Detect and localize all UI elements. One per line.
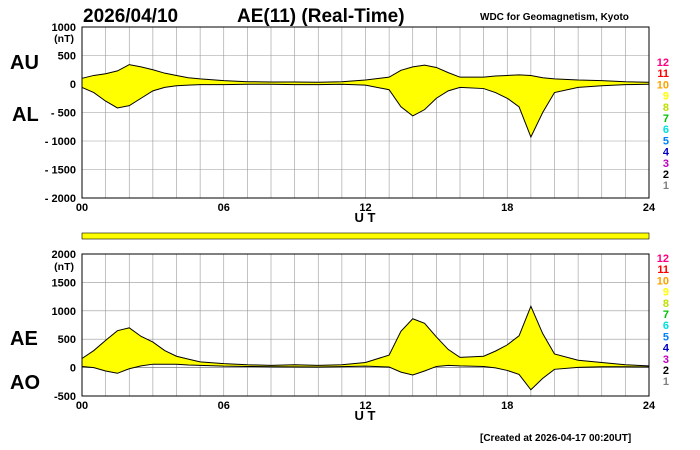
- ae-ao-y-unit: (nT): [54, 261, 74, 273]
- ae-ao-y-tick-label: 1500: [52, 277, 76, 289]
- ae-side-label: AE: [10, 328, 38, 350]
- au-al-y-tick-label: - 1000: [45, 136, 76, 148]
- au-al-x-tick-label: 00: [76, 202, 88, 214]
- station-legend-label: 4: [663, 343, 670, 355]
- ae-ao-y-tick-label: 2000: [52, 249, 76, 261]
- au-al-grid: [82, 27, 649, 198]
- station-legend-label: 8: [663, 102, 669, 114]
- au-al-y-tick-label: 0: [70, 79, 76, 91]
- station-legend-label: 1: [663, 376, 669, 388]
- station-legend-label: 7: [663, 113, 669, 125]
- au-al-y-tick-label: 500: [58, 51, 76, 63]
- ae-ao-y-ticks: 2000 1500 1000 500 0 -500: [52, 249, 76, 403]
- ae-ao-band-fill: [82, 306, 649, 390]
- au-al-panel: 1000 500 0 - 500 - 1000 - 1500 - 2000 00 06 12 18…: [45, 22, 656, 225]
- station-legend-label: 12: [657, 253, 669, 265]
- station-legend-label: 2: [663, 169, 669, 181]
- au-al-band-fill: [82, 64, 649, 138]
- au-series-line: [81, 64, 650, 83]
- station-legend-label: 2: [663, 365, 669, 377]
- ae-ao-panel: 2000 1500 1000 500 0 -500 00 06 12 18 24 (nT) U T: [52, 249, 656, 423]
- ae-ao-x-tick-label: 12: [359, 400, 371, 412]
- au-al-y-unit: (nT): [54, 33, 74, 45]
- station-legend-label: 3: [663, 354, 669, 366]
- station-legend-label: 6: [663, 320, 669, 332]
- ae-ao-y-tick-label: 1000: [52, 306, 76, 318]
- ae-ao-x-tick-label: 06: [218, 400, 230, 412]
- station-legend-label: 12: [657, 57, 669, 69]
- station-legend-label: 5: [663, 331, 669, 343]
- au-al-x-tick-label: 12: [359, 202, 371, 214]
- au-al-plot-frame: [81, 26, 650, 199]
- created-timestamp: [Created at 2026-04-17 00:20UT]: [480, 433, 632, 444]
- ae-ao-x-tick-label: 18: [501, 400, 513, 412]
- station-legend-label: 6: [663, 124, 669, 136]
- station-legend-label: 10: [657, 275, 669, 287]
- ae-ao-x-label: U T: [355, 408, 376, 423]
- ae-ao-plot-frame: [81, 253, 650, 397]
- station-legend-label: 11: [657, 264, 669, 276]
- station-legend-label: 9: [663, 287, 669, 299]
- ae-ao-y-tick-label: 500: [58, 334, 76, 346]
- ae-ao-x-ticks: 00 06 12 18 24: [76, 400, 656, 412]
- au-al-y-tick-label: - 1500: [45, 165, 76, 177]
- au-al-x-tick-label: 18: [501, 202, 513, 214]
- au-al-y-tick-label: - 500: [51, 108, 76, 120]
- au-al-x-tick-label: 24: [643, 202, 656, 214]
- ae-ao-x-tick-label: 00: [76, 400, 88, 412]
- station-legend-label: 3: [663, 158, 669, 170]
- al-series-line: [81, 83, 650, 139]
- ae-ao-marks: [81, 304, 650, 391]
- au-al-y-ticks: 1000 500 0 - 500 - 1000 - 1500 - 2000: [45, 22, 76, 205]
- station-legend-label: 5: [663, 135, 669, 147]
- ae-ao-grid: [82, 254, 649, 396]
- ae-ao-y-tick-label: -500: [54, 391, 76, 403]
- station-coverage-bar: [81, 232, 650, 240]
- au-al-marks: [81, 64, 650, 139]
- au-al-x-ticks: 00 06 12 18 24: [76, 202, 656, 214]
- ae-ao-y-tick-label: 0: [70, 363, 76, 375]
- ae-ao-x-tick-label: 24: [643, 400, 656, 412]
- station-legend-label: 11: [657, 68, 669, 80]
- station-legend-label: 4: [663, 147, 670, 159]
- au-al-x-label: U T: [355, 210, 376, 225]
- station-legend-label: 10: [657, 79, 669, 91]
- au-al-y-tick-label: 1000: [52, 22, 76, 34]
- au-al-y-tick-label: - 2000: [45, 193, 76, 205]
- al-side-label: AL: [12, 104, 39, 126]
- station-legend-label: 8: [663, 298, 669, 310]
- station-legend-label: 1: [663, 180, 669, 192]
- station-legend-label: 9: [663, 91, 669, 103]
- au-al-x-tick-label: 06: [218, 202, 230, 214]
- ae-series-line: [81, 304, 650, 367]
- ao-side-label: AO: [10, 372, 40, 394]
- source-label: WDC for Geomagnetism, Kyoto: [480, 12, 629, 23]
- chart-date: 2026/04/10: [83, 6, 179, 27]
- chart-title: AE(11) (Real-Time): [237, 6, 405, 27]
- au-side-label: AU: [10, 52, 39, 74]
- ao-series-line: [81, 363, 650, 391]
- station-legend-label: 7: [663, 309, 669, 321]
